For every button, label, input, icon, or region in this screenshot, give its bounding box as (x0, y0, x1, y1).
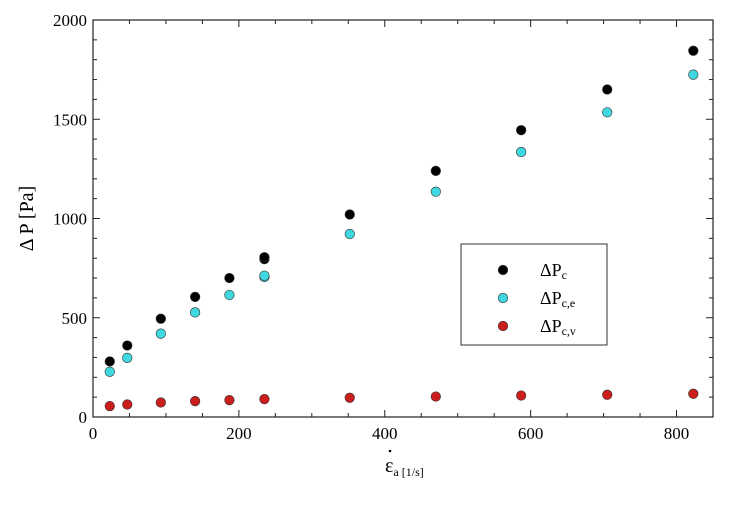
data-point-series-3 (104, 400, 115, 412)
y-tick-label: 1500 (53, 110, 87, 129)
data-point-series-2 (602, 107, 613, 118)
legend-label-3: ΔPc,v (540, 316, 576, 338)
x-tick-label: 200 (226, 424, 252, 443)
data-point-series-1 (688, 45, 699, 56)
legend-marker-3 (497, 320, 509, 332)
data-point-series-3 (259, 394, 270, 405)
x-axis-title: εa [1/s] (385, 455, 424, 479)
data-point-series-2 (122, 352, 133, 363)
data-point-series-2 (516, 146, 527, 158)
x-tick-label: 800 (664, 424, 690, 443)
data-point-series-2 (104, 366, 115, 377)
data-point-series-2 (190, 307, 201, 318)
data-point-series-2 (344, 228, 355, 240)
data-point-series-3 (688, 388, 699, 399)
data-point-series-1 (430, 165, 441, 176)
data-point-series-3 (224, 395, 235, 406)
x-axis-title-dot (388, 449, 392, 453)
legend-marker-1 (497, 264, 509, 276)
legend-label-2: ΔPc,e (540, 288, 575, 310)
data-point-series-3 (430, 391, 441, 402)
legend-marker-2 (497, 292, 509, 304)
data-point-series-1 (259, 252, 270, 263)
data-point-series-3 (155, 397, 166, 408)
x-tick-label: 400 (372, 424, 398, 443)
data-point-series-2 (224, 289, 235, 301)
data-point-series-3 (122, 399, 133, 410)
data-point-series-3 (344, 392, 355, 403)
x-tick-label: 0 (89, 424, 98, 443)
plot-frame (92, 19, 714, 418)
data-point-series-1 (516, 125, 527, 136)
y-tick-label: 2000 (53, 11, 87, 30)
data-point-series-1 (122, 340, 133, 351)
data-point-series-1 (602, 84, 613, 95)
data-point-series-2 (688, 69, 699, 80)
y-tick-label: 1000 (53, 210, 87, 229)
data-point-series-3 (516, 390, 527, 401)
legend-box (460, 243, 608, 346)
data-point-series-3 (190, 396, 201, 407)
legend-label-1: ΔPc (540, 260, 567, 282)
data-point-series-1 (155, 313, 166, 324)
data-point-series-1 (344, 209, 355, 220)
data-point-series-3 (602, 389, 613, 400)
y-axis-title: Δ P [Pa] (16, 186, 38, 251)
y-tick-label: 0 (79, 408, 88, 427)
y-tick-label: 500 (62, 309, 88, 328)
data-point-series-2 (259, 270, 270, 281)
data-point-series-1 (104, 356, 115, 367)
data-point-series-1 (190, 291, 201, 303)
data-point-series-2 (155, 328, 166, 339)
data-point-series-2 (430, 186, 441, 197)
x-tick-label: 600 (518, 424, 544, 443)
data-point-series-1 (224, 272, 235, 284)
